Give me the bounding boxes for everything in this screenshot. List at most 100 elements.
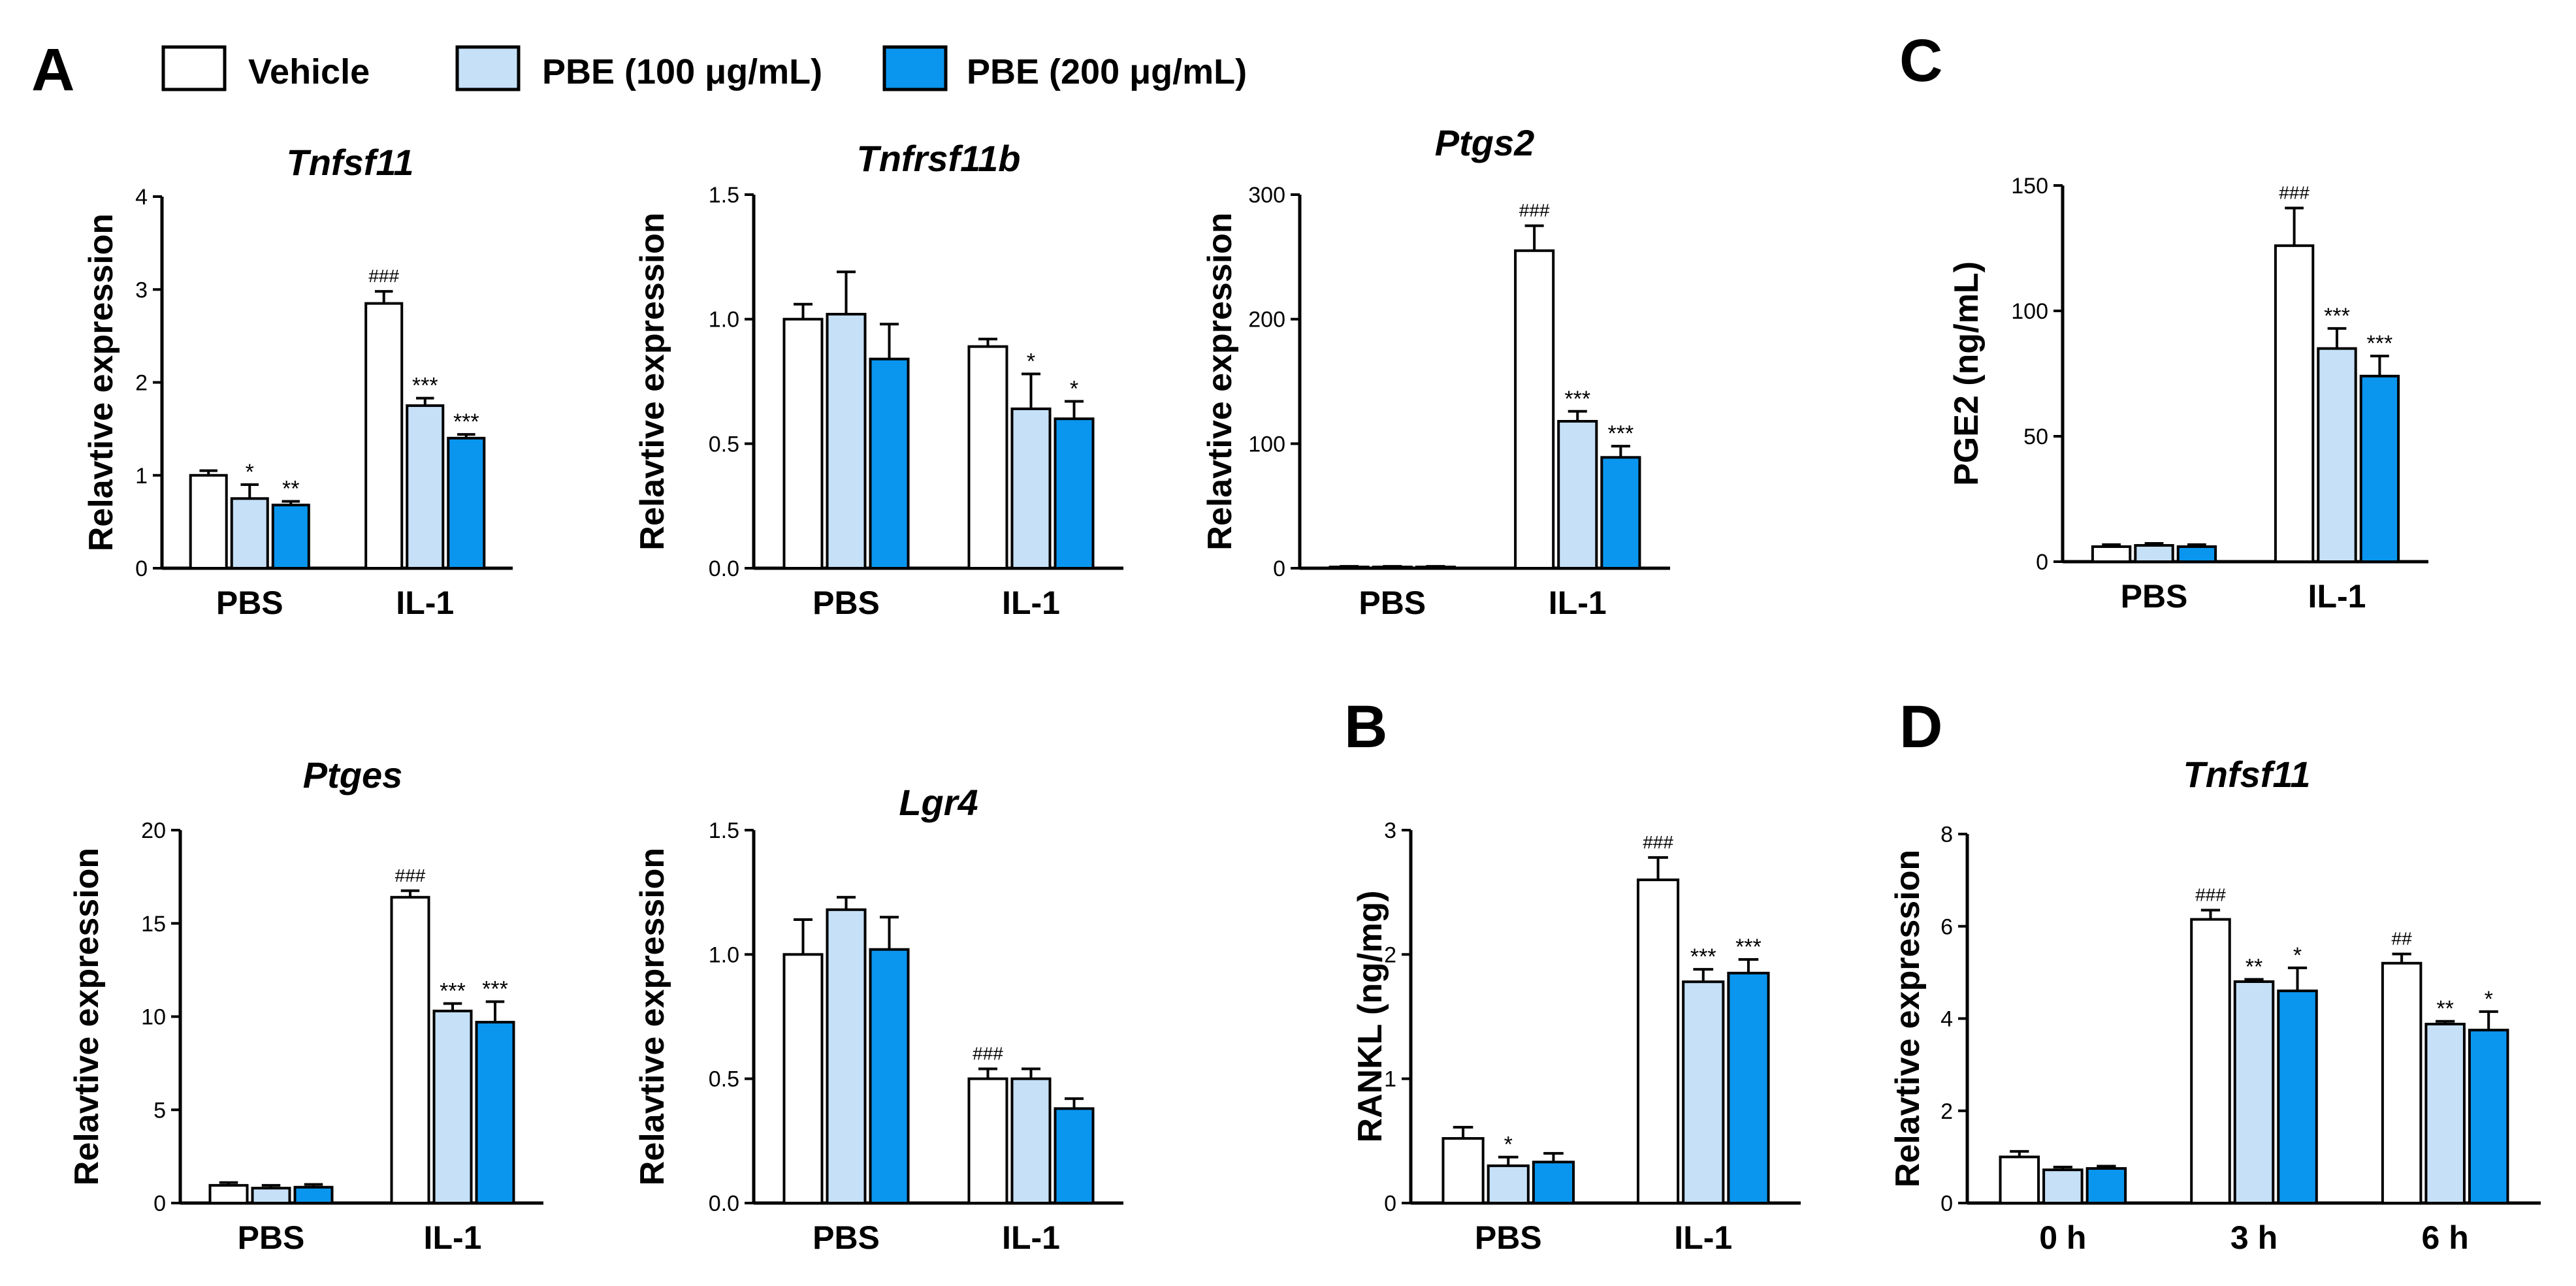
bar: [432, 1009, 473, 1205]
x-tick-label: 6 h: [2422, 1219, 2469, 1256]
bar: [1727, 971, 1770, 1204]
significance-label: ###: [973, 1043, 1003, 1063]
significance-label: *: [246, 460, 254, 485]
bar: [2134, 544, 2174, 563]
chart-title: Tnfrsf11b: [857, 138, 1021, 179]
bar: [406, 404, 445, 570]
y-tick-label: 1: [1384, 1067, 1396, 1092]
legend-label-pbe-100: PBE (100 μg/mL): [542, 52, 822, 91]
bar: [869, 357, 910, 570]
bar: [2317, 347, 2357, 563]
significance-label: ###: [1519, 201, 1550, 221]
y-tick-label: 150: [2011, 174, 2048, 199]
legend-swatch-pbe-200: [882, 45, 948, 91]
bar: [2381, 961, 2423, 1204]
legend-label-pbe-200: PBE (200 μg/mL): [967, 52, 1247, 91]
y-tick-label: 1.5: [709, 183, 739, 208]
bar: [2277, 989, 2318, 1204]
significance-label: ###: [368, 266, 399, 286]
x-tick-label: IL-1: [2308, 578, 2366, 615]
significance-label: ***: [482, 977, 508, 1002]
y-tick-label: 0: [135, 556, 148, 581]
bar: [2468, 1029, 2509, 1204]
bar: [782, 317, 824, 570]
legend-swatch-pbe-100: [455, 45, 521, 91]
y-tick-label: 10: [141, 1005, 166, 1030]
y-tick-label: 5: [153, 1098, 166, 1123]
chart-Tnfrsf11b: Tnfrsf11b Relavtive expression 0.0 0.5 1.0 1.…: [634, 138, 1123, 621]
x-tick-label: PBS: [2121, 578, 2188, 615]
y-tick-label: 0: [2036, 550, 2048, 575]
y-tick-label: 1.5: [709, 818, 739, 843]
significance-label: ***: [2367, 331, 2393, 356]
significance-label: ###: [1643, 832, 1673, 852]
legend-label-vehicle: Vehicle: [248, 52, 370, 91]
panel-label-d: D: [1899, 694, 1942, 760]
y-tick-label: 1.0: [709, 942, 739, 967]
chart-title: Lgr4: [899, 782, 978, 823]
y-tick-label: 1: [135, 464, 148, 489]
bar: [1054, 417, 1095, 570]
y-tick-label: 0: [153, 1191, 166, 1216]
panel-label-c: C: [1899, 27, 1942, 94]
y-tick-label: 0: [1940, 1191, 1953, 1216]
significance-label: ***: [453, 410, 479, 434]
significance-label: **: [2246, 954, 2262, 979]
significance-label: **: [2436, 997, 2453, 1021]
bar: [364, 302, 404, 570]
y-axis-label: Relavtive expression: [68, 848, 106, 1185]
x-tick-label: IL-1: [1549, 585, 1607, 621]
x-tick-label: IL-1: [424, 1219, 482, 1256]
x-tick-label: IL-1: [396, 585, 454, 621]
chart-title: Tnfsf11: [2183, 754, 2311, 795]
y-tick-label: 0.0: [709, 556, 739, 581]
y-tick-label: 4: [1940, 1007, 1953, 1032]
y-tick-label: 0: [1384, 1191, 1396, 1216]
bar: [2424, 1022, 2466, 1204]
x-tick-label: IL-1: [1002, 1219, 1060, 1256]
chart-title: Ptgs2: [1435, 122, 1535, 163]
chart-title: Tnfsf11: [287, 142, 414, 183]
significance-label: *: [2293, 943, 2302, 968]
chart-Ptges: Ptges Relavtive expression 0 5 10 15 20 PBS IL-1…: [68, 754, 543, 1256]
bar: [1054, 1107, 1095, 1205]
y-tick-label: 100: [1248, 432, 1285, 457]
bar: [2190, 918, 2231, 1204]
y-axis-label: RANKL (ng/mg): [1351, 890, 1389, 1142]
y-axis-label: Relavtive expression: [1889, 850, 1927, 1187]
significance-label: ###: [2279, 183, 2310, 203]
bar: [2176, 545, 2217, 564]
chart-RANKL: RANKL (ng/mg) 0 1 2 3 PBS * IL-1 ### *** ***: [1351, 818, 1801, 1256]
y-tick-label: 2: [135, 371, 148, 396]
y-tick-label: 2: [1384, 942, 1396, 967]
y-tick-label: 0: [1273, 556, 1285, 581]
bar: [2042, 1168, 2084, 1205]
bar: [1441, 1137, 1485, 1204]
y-tick-label: 8: [1940, 822, 1953, 847]
bar: [208, 1183, 249, 1204]
significance-label: ##: [2392, 929, 2413, 949]
x-tick-label: PBS: [1359, 585, 1426, 621]
bar: [1600, 456, 1641, 570]
bar: [1532, 1161, 1575, 1204]
chart-title: Ptges: [303, 754, 403, 796]
bar: [1999, 1155, 2040, 1204]
x-tick-label: PBS: [813, 585, 880, 621]
legend-swatch-vehicle: [161, 45, 227, 91]
significance-label: ***: [1608, 421, 1634, 446]
x-tick-label: PBS: [1475, 1219, 1542, 1256]
y-tick-label: 1.0: [709, 308, 739, 332]
significance-label: ***: [1690, 944, 1716, 969]
chart-Tnfsf11-time: Tnfsf11 Relavtive expression 0 2 4 6 8 0 h 3 h ##…: [1889, 754, 2541, 1256]
bar: [390, 895, 430, 1205]
significance-label: ***: [2324, 304, 2350, 329]
significance-label: *: [2485, 987, 2493, 1012]
y-axis-label: Relavtive expression: [634, 848, 671, 1185]
y-tick-label: 20: [141, 818, 166, 843]
significance-label: ***: [1564, 387, 1590, 411]
y-tick-label: 4: [135, 185, 148, 210]
bar: [967, 345, 1008, 570]
